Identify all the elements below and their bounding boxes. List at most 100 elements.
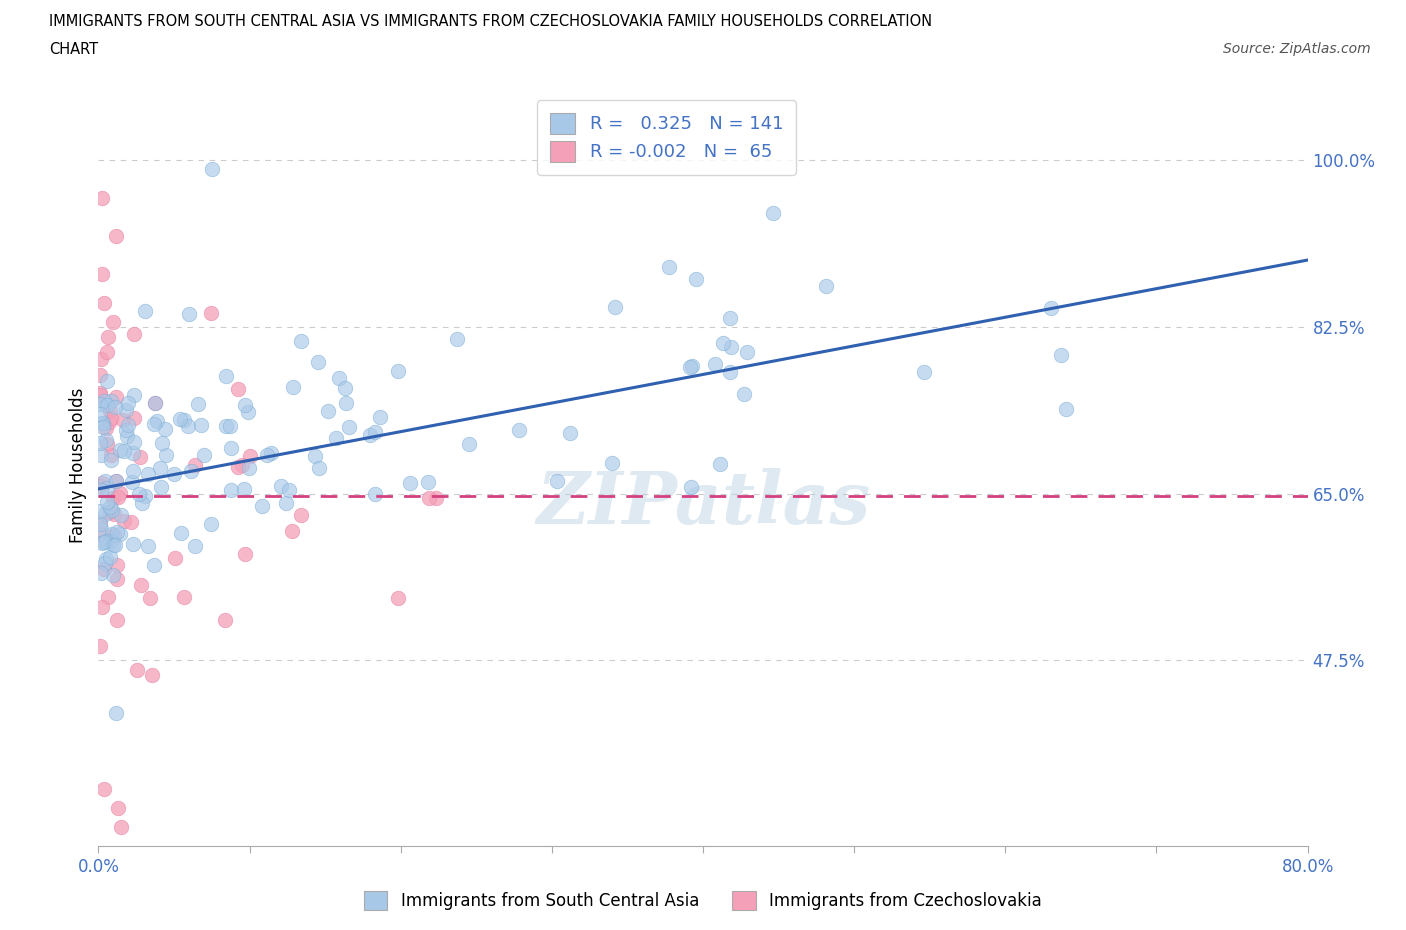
Point	[458, 437, 481, 452]
Point	[110, 508, 132, 523]
Point	[103, 528, 125, 543]
Point	[100, 411, 122, 426]
Point	[117, 418, 139, 432]
Point	[762, 206, 785, 220]
Point	[270, 479, 292, 494]
Point	[89, 515, 111, 530]
Point	[90, 447, 112, 462]
Point	[117, 395, 139, 410]
Point	[101, 314, 124, 329]
Point	[121, 464, 143, 479]
Point	[122, 445, 145, 460]
Point	[658, 259, 681, 274]
Point	[304, 449, 326, 464]
Point	[141, 668, 163, 683]
Point	[685, 272, 707, 286]
Point	[128, 486, 150, 501]
Point	[387, 591, 409, 605]
Point	[720, 339, 742, 354]
Point	[96, 437, 118, 452]
Y-axis label: Family Households: Family Households	[69, 387, 87, 543]
Point	[114, 422, 136, 437]
Legend: Immigrants from South Central Asia, Immigrants from Czechoslovakia: Immigrants from South Central Asia, Immi…	[357, 884, 1049, 917]
Point	[316, 404, 339, 418]
Point	[546, 473, 568, 488]
Point	[101, 568, 124, 583]
Point	[94, 551, 117, 566]
Point	[143, 395, 166, 410]
Point	[143, 395, 166, 410]
Point	[387, 364, 409, 379]
Point	[193, 447, 215, 462]
Point	[274, 496, 297, 511]
Point	[250, 498, 273, 513]
Point	[101, 491, 124, 506]
Point	[681, 358, 703, 373]
Point	[508, 422, 530, 437]
Point	[89, 526, 111, 541]
Point	[105, 706, 128, 721]
Point	[308, 461, 330, 476]
Point	[337, 419, 360, 434]
Point	[446, 331, 468, 346]
Point	[89, 479, 111, 494]
Point	[328, 371, 350, 386]
Point	[100, 550, 122, 565]
Point	[815, 279, 838, 294]
Point	[912, 365, 935, 379]
Point	[101, 503, 124, 518]
Point	[122, 388, 145, 403]
Point	[94, 507, 117, 522]
Point	[290, 334, 312, 349]
Point	[214, 612, 236, 627]
Point	[97, 414, 120, 429]
Point	[121, 474, 143, 489]
Point	[129, 449, 152, 464]
Point	[105, 525, 128, 539]
Point	[215, 368, 238, 383]
Point	[98, 404, 121, 418]
Point	[90, 416, 112, 431]
Point	[183, 458, 205, 472]
Point	[233, 547, 256, 562]
Point	[89, 406, 111, 421]
Point	[201, 162, 224, 177]
Point	[364, 486, 387, 501]
Point	[425, 490, 447, 505]
Text: CHART: CHART	[49, 42, 98, 57]
Point	[200, 517, 222, 532]
Point	[94, 556, 117, 571]
Point	[226, 459, 249, 474]
Point	[165, 551, 187, 565]
Point	[155, 447, 177, 462]
Point	[136, 538, 159, 553]
Point	[184, 538, 207, 553]
Point	[96, 374, 118, 389]
Point	[231, 458, 253, 472]
Point	[190, 418, 212, 432]
Point	[125, 662, 148, 677]
Point	[238, 460, 260, 475]
Point	[104, 473, 127, 488]
Point	[94, 534, 117, 549]
Point	[131, 496, 153, 511]
Point	[100, 534, 122, 549]
Point	[281, 524, 304, 538]
Point	[110, 485, 132, 500]
Point	[307, 354, 329, 369]
Point	[91, 416, 114, 431]
Point	[122, 326, 145, 341]
Point	[278, 483, 301, 498]
Point	[605, 299, 627, 314]
Point	[107, 489, 129, 504]
Point	[233, 482, 256, 497]
Point	[138, 591, 160, 605]
Point	[93, 394, 115, 409]
Point	[260, 445, 283, 460]
Point	[335, 395, 357, 410]
Point	[733, 387, 755, 402]
Text: Source: ZipAtlas.com: Source: ZipAtlas.com	[1223, 42, 1371, 56]
Point	[136, 466, 159, 481]
Point	[418, 490, 440, 505]
Point	[368, 409, 391, 424]
